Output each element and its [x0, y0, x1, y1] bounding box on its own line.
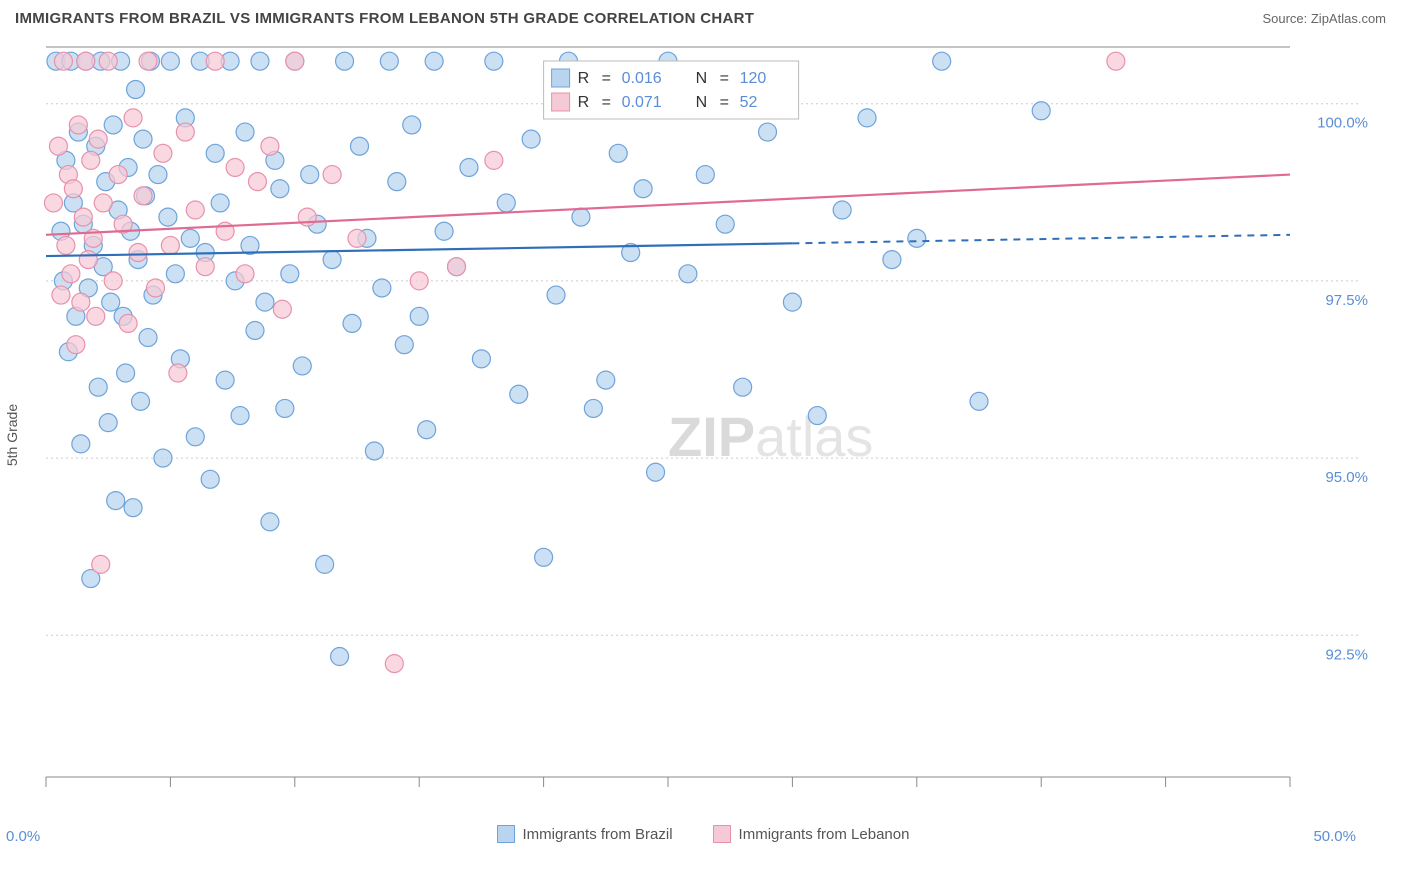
svg-text:N: N [696, 94, 708, 111]
chart-title: IMMIGRANTS FROM BRAZIL VS IMMIGRANTS FRO… [15, 10, 754, 27]
source-label: Source: ZipAtlas.com [1262, 11, 1386, 26]
y-axis-label: 5th Grade [4, 404, 20, 466]
svg-text:0.071: 0.071 [622, 94, 662, 111]
svg-text:R: R [578, 94, 590, 111]
legend-label: Immigrants from Brazil [523, 826, 673, 843]
legend-label: Immigrants from Lebanon [739, 826, 910, 843]
chart-area: 5th Grade 92.5%95.0%97.5%100.0%ZIPatlasR… [40, 37, 1396, 817]
x-axis-min-label: 0.0% [6, 828, 40, 845]
legend-item-lebanon: Immigrants from Lebanon [713, 825, 910, 843]
svg-text:120: 120 [740, 70, 767, 87]
svg-text:52: 52 [740, 94, 758, 111]
svg-text:95.0%: 95.0% [1325, 469, 1368, 486]
svg-text:0.016: 0.016 [622, 70, 662, 87]
svg-text:100.0%: 100.0% [1317, 115, 1368, 132]
legend-bar: 0.0% Immigrants from Brazil Immigrants f… [0, 825, 1406, 843]
x-axis-max-label: 50.0% [1313, 828, 1356, 845]
svg-text:=: = [602, 94, 611, 111]
svg-text:=: = [720, 94, 729, 111]
svg-text:R: R [578, 70, 590, 87]
svg-text:N: N [696, 70, 708, 87]
svg-text:97.5%: 97.5% [1325, 292, 1368, 309]
legend-swatch-icon [713, 825, 731, 843]
legend-item-brazil: Immigrants from Brazil [497, 825, 673, 843]
svg-text:=: = [720, 70, 729, 87]
scatter-plot: 92.5% 95.0% 97.5% 100.0% ZIPatlas R = 0.016 N = 12… [40, 37, 1380, 817]
svg-text:92.5%: 92.5% [1325, 646, 1368, 663]
title-bar: IMMIGRANTS FROM BRAZIL VS IMMIGRANTS FRO… [0, 0, 1406, 37]
legend-swatch-icon [497, 825, 515, 843]
svg-text:=: = [602, 70, 611, 87]
svg-text:ZIPatlas: ZIPatlas [668, 405, 873, 468]
